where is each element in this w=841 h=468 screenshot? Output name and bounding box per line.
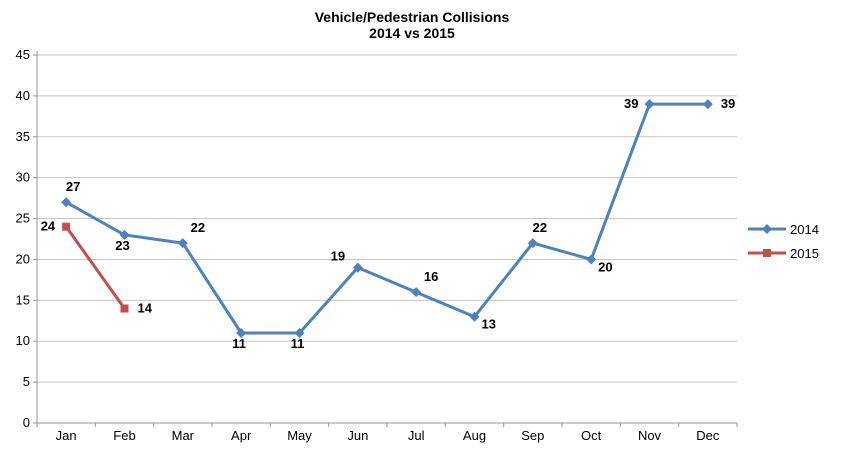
data-label-2014-Oct: 20 (598, 259, 612, 274)
data-label-2014-Sep: 22 (533, 220, 547, 235)
data-point-2014-Apr (236, 328, 247, 339)
x-axis-tick-label: Apr (231, 428, 252, 443)
y-axis-tick-label: 20 (16, 251, 30, 266)
data-label-2014-Nov: 39 (624, 96, 638, 111)
data-point-2015-Feb (120, 304, 129, 313)
legend-item-2015: 2015 (748, 241, 819, 265)
chart-title-line1: Vehicle/Pedestrian Collisions (314, 9, 510, 25)
data-label-2014-Apr: 11 (232, 336, 246, 351)
data-point-2014-Oct (586, 254, 597, 265)
x-axis-tick-label: Nov (638, 428, 662, 443)
x-axis-tick-label: Dec (696, 428, 720, 443)
legend-label-2015: 2015 (790, 245, 819, 261)
data-label-2014-Jan: 27 (66, 179, 80, 194)
y-axis-tick-label: 30 (16, 170, 30, 185)
data-point-2014-Sep (527, 238, 538, 249)
y-axis-tick-label: 5 (23, 374, 30, 389)
y-axis-tick-label: 10 (16, 333, 30, 348)
data-label-2015-Feb: 14 (138, 301, 153, 316)
chart-title-line2: 2014 vs 2015 (369, 25, 455, 41)
x-axis-tick-label: Jun (347, 428, 368, 443)
data-point-2015-Jan (62, 222, 71, 231)
y-axis-tick-label: 0 (23, 415, 30, 430)
legend-2015-line-square-icon (748, 249, 786, 257)
data-point-2014-May (294, 328, 305, 339)
series-line-2014 (64, 102, 710, 335)
data-point-2014-Aug (469, 311, 480, 322)
data-label-2014-Aug: 13 (482, 317, 496, 332)
y-axis-tick-label: 35 (16, 129, 30, 144)
data-label-2014-Mar: 22 (191, 220, 205, 235)
y-axis-tick-label: 15 (16, 292, 30, 307)
x-axis-tick-label: Feb (113, 428, 135, 443)
legend-item-2014: 2014 (748, 217, 819, 241)
x-axis-tick-label: Mar (172, 428, 195, 443)
y-axis-tick-label: 40 (16, 88, 30, 103)
y-axis-tick-label: 25 (16, 211, 30, 226)
data-point-2014-Nov (644, 99, 655, 110)
x-axis-tick-label: Jul (408, 428, 425, 443)
series-line-2015 (64, 225, 126, 310)
x-axis-tick-label: May (287, 428, 312, 443)
data-point-2014-Jun (352, 262, 363, 273)
data-label-2014-Jul: 16 (424, 269, 438, 284)
data-point-2014-Jan (61, 197, 72, 208)
data-label-2015-Jan: 24 (41, 219, 56, 234)
legend-label-2014: 2014 (790, 221, 819, 237)
x-axis-tick-label: Sep (521, 428, 544, 443)
legend: 2014 2015 (748, 217, 819, 265)
data-point-2014-Mar (177, 238, 188, 249)
data-point-2014-Jul (411, 287, 422, 298)
data-label-2014-Dec: 39 (721, 96, 735, 111)
x-axis-tick-label: Aug (463, 428, 486, 443)
legend-2014-line-diamond-icon (748, 224, 786, 234)
chart-title: Vehicle/Pedestrian Collisions 2014 vs 20… (0, 9, 824, 41)
data-point-2014-Feb (119, 229, 130, 240)
x-axis-tick-label: Jan (56, 428, 77, 443)
y-axis-tick-label: 45 (16, 47, 30, 62)
x-axis-tick-label: Oct (581, 428, 602, 443)
data-label-2014-Feb: 23 (115, 238, 129, 253)
data-point-2014-Dec (702, 99, 713, 110)
data-label-2014-Jun: 19 (331, 249, 345, 264)
data-label-2014-May: 11 (291, 336, 305, 351)
